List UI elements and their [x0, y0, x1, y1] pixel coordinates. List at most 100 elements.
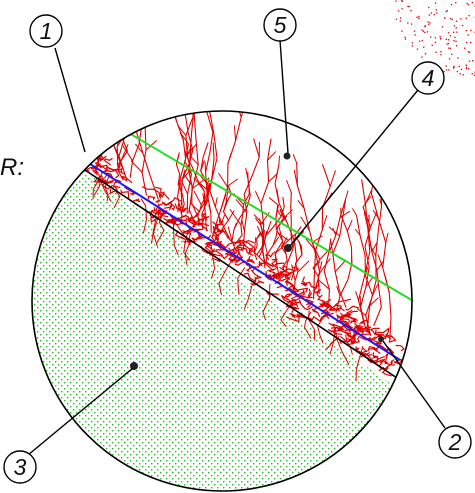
root-strand — [74, 159, 83, 170]
root-strand — [258, 228, 274, 272]
root-strand — [197, 222, 210, 227]
root-strand — [49, 149, 62, 158]
root-strand — [367, 346, 376, 352]
cloud-dot — [404, 36, 406, 38]
cloud-dot — [468, 68, 470, 70]
cloud-dot — [401, 30, 403, 32]
cloud-dot — [453, 66, 455, 68]
cloud-dot — [434, 41, 437, 44]
root-strand — [243, 275, 259, 310]
root-strand — [307, 288, 313, 300]
root-strand — [318, 279, 330, 290]
root-strand — [372, 352, 379, 358]
root-strand — [71, 141, 78, 152]
root-strand — [95, 111, 104, 160]
cloud-dot — [458, 65, 460, 68]
root-strand — [86, 76, 94, 90]
root-strand — [85, 139, 93, 150]
root-strand — [236, 244, 254, 256]
cloud-dot — [433, 14, 435, 16]
cloud-dot — [448, 39, 450, 41]
root-strand — [335, 214, 353, 313]
root-strand — [103, 158, 113, 166]
cloud-dot — [446, 69, 448, 71]
cloud-dot — [464, 47, 466, 49]
root-strand — [132, 198, 141, 203]
root-strand — [321, 215, 328, 231]
root-strand — [155, 199, 161, 203]
root-strand — [301, 281, 317, 289]
root-strand — [247, 255, 256, 264]
leader-line-2 — [382, 340, 446, 429]
root-strand — [155, 186, 170, 200]
root-strand — [112, 181, 121, 208]
root-strand — [347, 335, 356, 342]
cloud-dot — [440, 51, 442, 53]
cloud-dot — [416, 16, 418, 18]
root-strand — [249, 247, 260, 258]
cloud-dot — [455, 27, 457, 29]
root-strand — [374, 171, 381, 182]
cloud-dot — [413, 30, 416, 32]
root-strand — [339, 310, 358, 321]
root-strand — [173, 219, 191, 246]
cloud-dot — [434, 37, 437, 39]
root-strand — [329, 327, 335, 355]
leader-line-3 — [27, 367, 134, 456]
root-strand — [163, 218, 176, 226]
root-strand — [300, 216, 311, 232]
root-strand — [170, 93, 180, 102]
cloud-dot — [445, 10, 447, 13]
cloud-dot — [421, 39, 423, 42]
root-strand — [147, 195, 156, 201]
root-strand — [285, 270, 293, 280]
root-strand — [274, 204, 284, 278]
root-strand — [235, 199, 248, 214]
root-strand — [227, 210, 235, 221]
root-strand — [193, 190, 202, 206]
root-strand — [169, 111, 187, 217]
root-strand — [70, 149, 79, 158]
callout-3-label: 3 — [14, 454, 27, 480]
cloud-dot — [401, 0, 403, 2]
callout-5-label: 5 — [274, 12, 287, 38]
root-strand — [228, 250, 238, 263]
cloud-dot — [395, 18, 398, 20]
cloud-dot — [445, 38, 447, 40]
cloud-dot — [422, 30, 425, 32]
root-strand — [355, 346, 360, 353]
root-strand — [355, 229, 361, 236]
root-strand — [358, 319, 370, 324]
cloud-dot — [448, 58, 451, 60]
cloud-dot — [401, 8, 403, 10]
root-strand — [211, 252, 230, 260]
cloud-dot — [441, 26, 444, 28]
root-strand — [68, 139, 76, 146]
root-strand — [296, 162, 316, 300]
root-strand — [237, 267, 246, 295]
cloud-dot — [454, 36, 456, 38]
cloud-dot — [421, 29, 423, 31]
root-strand — [93, 126, 104, 134]
root-strand — [276, 208, 282, 217]
root-strand — [150, 213, 165, 224]
root-strand — [339, 210, 351, 218]
cloud-dot — [470, 41, 472, 44]
root-strand — [191, 218, 200, 228]
cloud-dot — [467, 34, 469, 36]
root-strand — [368, 214, 382, 326]
cloud-dot — [404, 38, 407, 40]
cloud-dot — [414, 34, 416, 36]
cloud-dot — [472, 60, 474, 62]
cloud-dot — [408, 5, 410, 8]
root-strand — [184, 85, 186, 97]
cloud-dot — [465, 17, 467, 19]
root-strand — [255, 191, 262, 204]
cloud-dot — [424, 53, 427, 55]
root-strand — [240, 111, 247, 118]
cloud-dot — [471, 73, 473, 75]
root-strand — [355, 214, 374, 337]
root-strand — [263, 231, 267, 244]
root-strand — [329, 170, 336, 187]
cloud-dot — [455, 2, 457, 4]
